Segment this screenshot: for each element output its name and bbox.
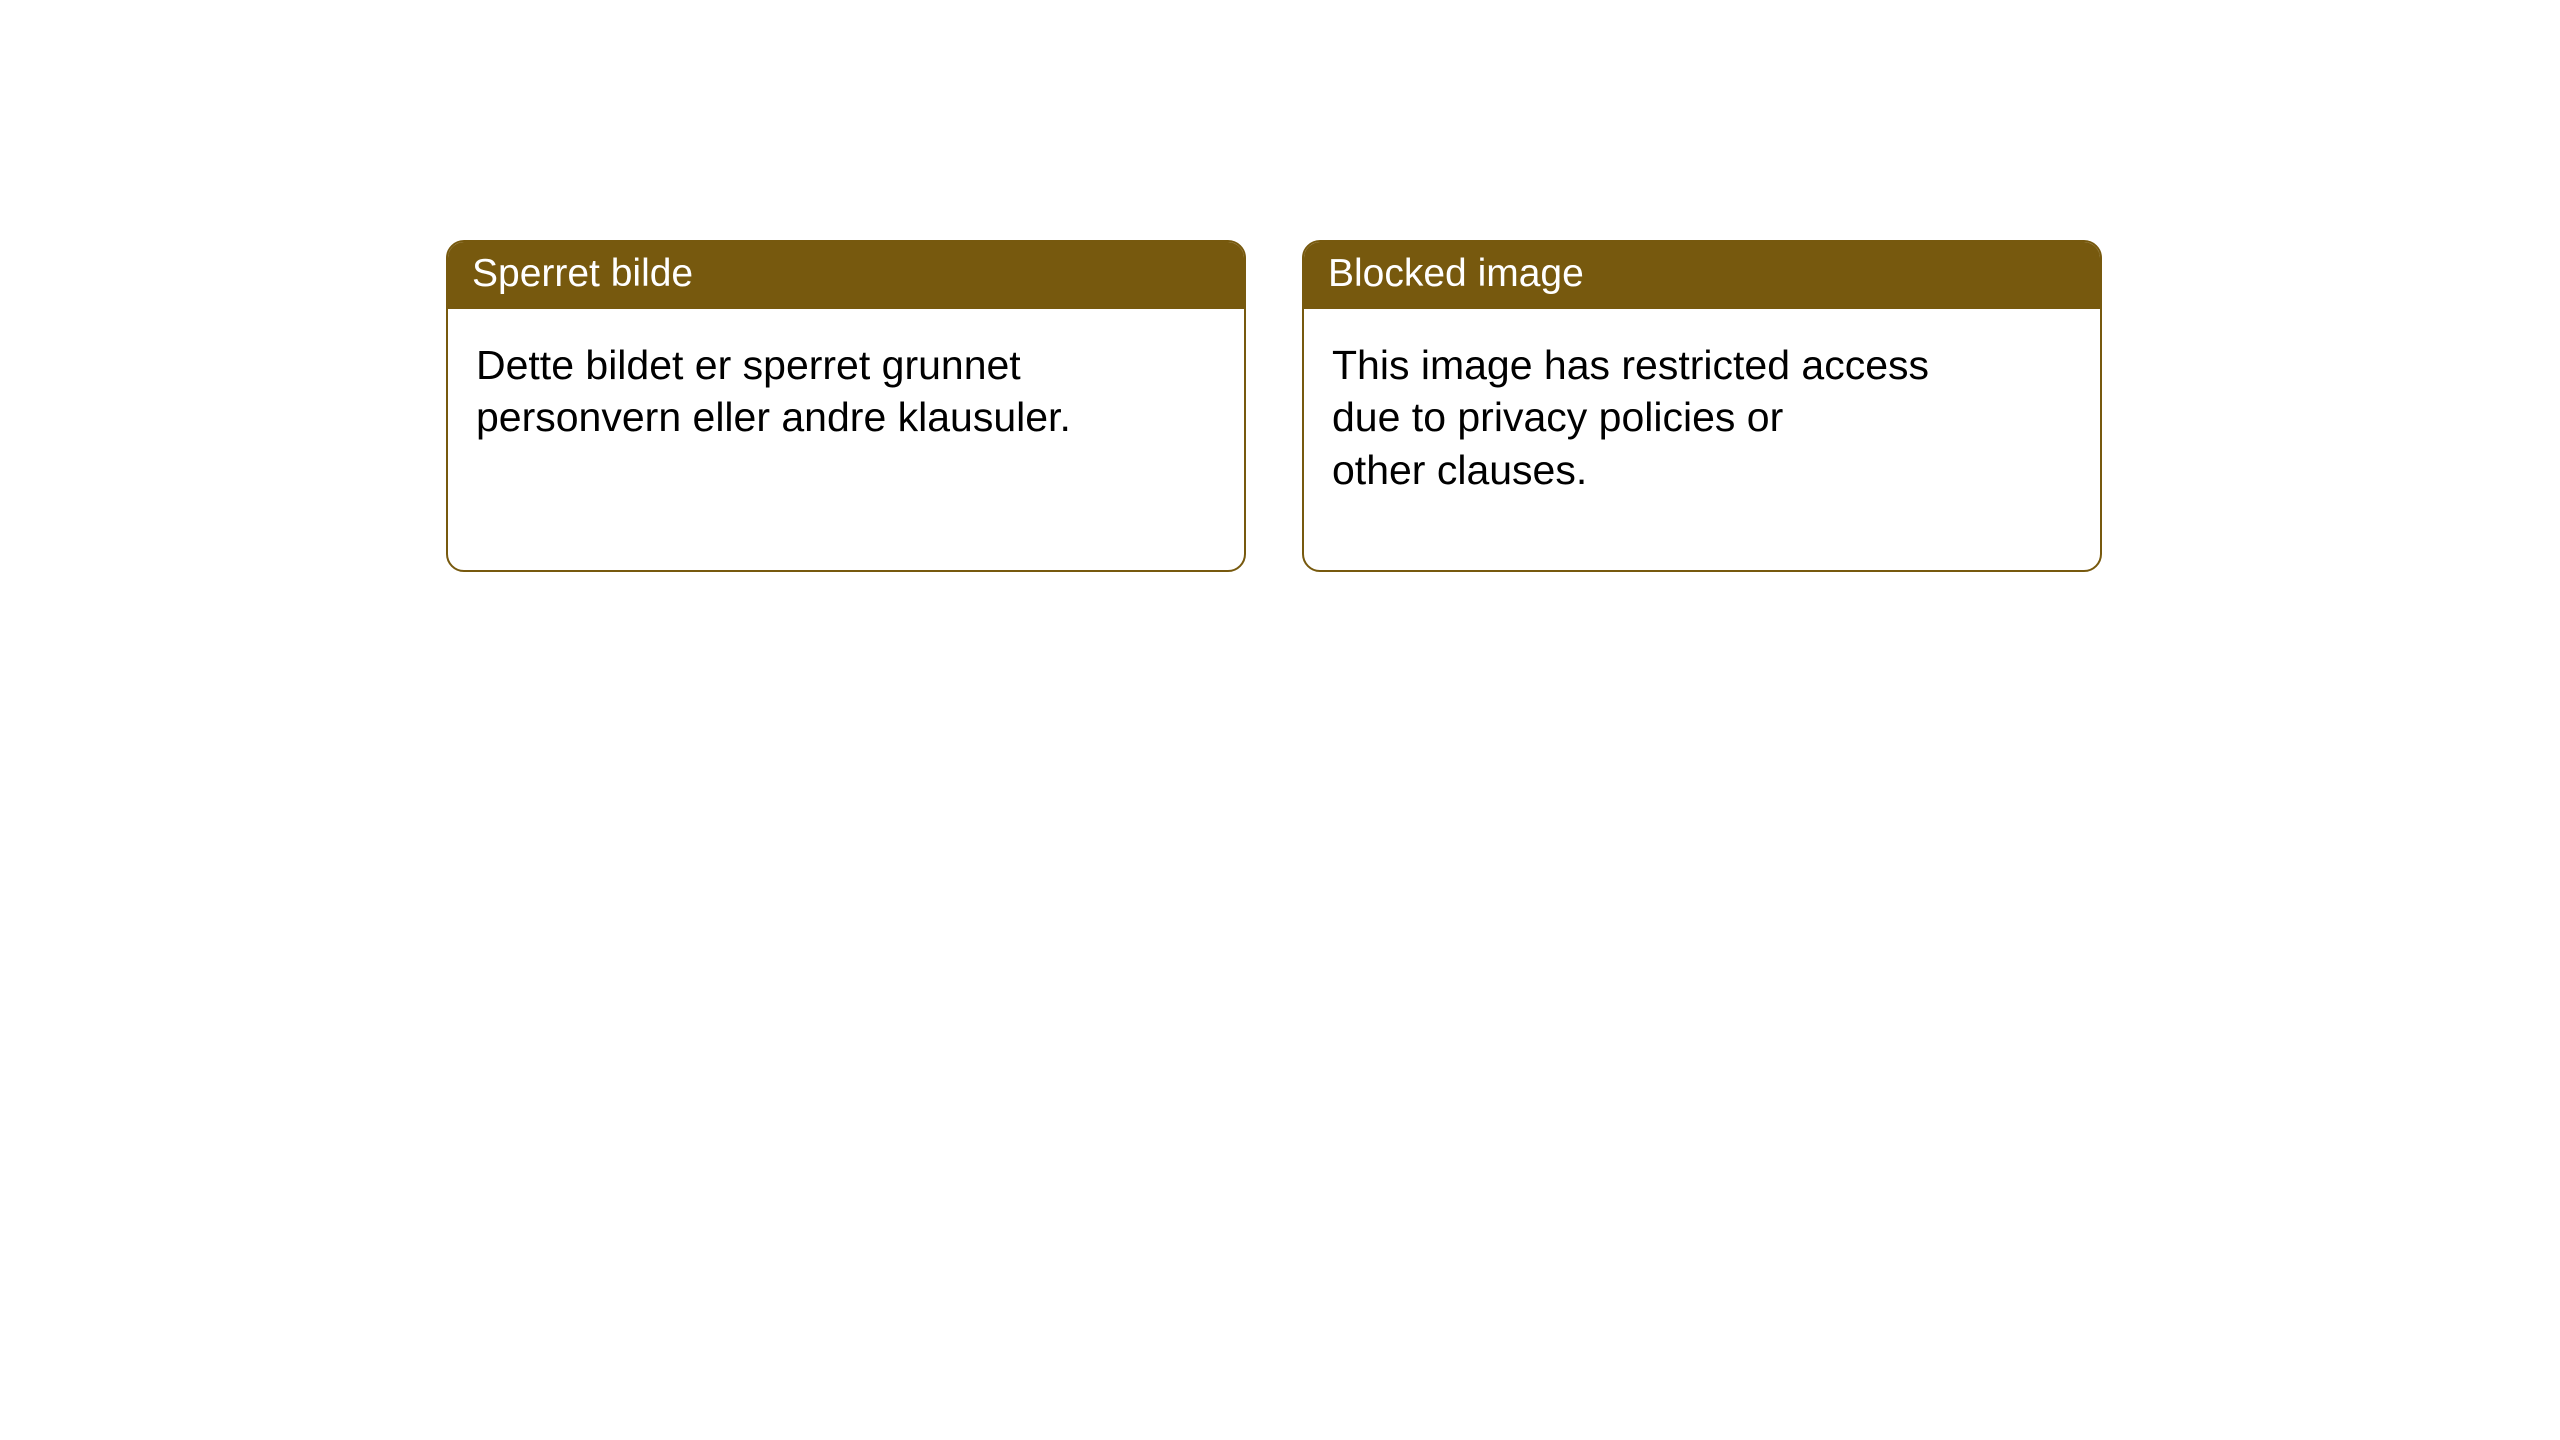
- notice-body-no: Dette bildet er sperret grunnet personve…: [448, 309, 1244, 464]
- notice-body-en: This image has restricted access due to …: [1304, 309, 2100, 516]
- notice-title-en: Blocked image: [1304, 242, 2100, 309]
- notice-title-no: Sperret bilde: [448, 242, 1244, 309]
- notice-container: Sperret bilde Dette bildet er sperret gr…: [0, 0, 2560, 572]
- notice-card-en: Blocked image This image has restricted …: [1302, 240, 2102, 572]
- notice-card-no: Sperret bilde Dette bildet er sperret gr…: [446, 240, 1246, 572]
